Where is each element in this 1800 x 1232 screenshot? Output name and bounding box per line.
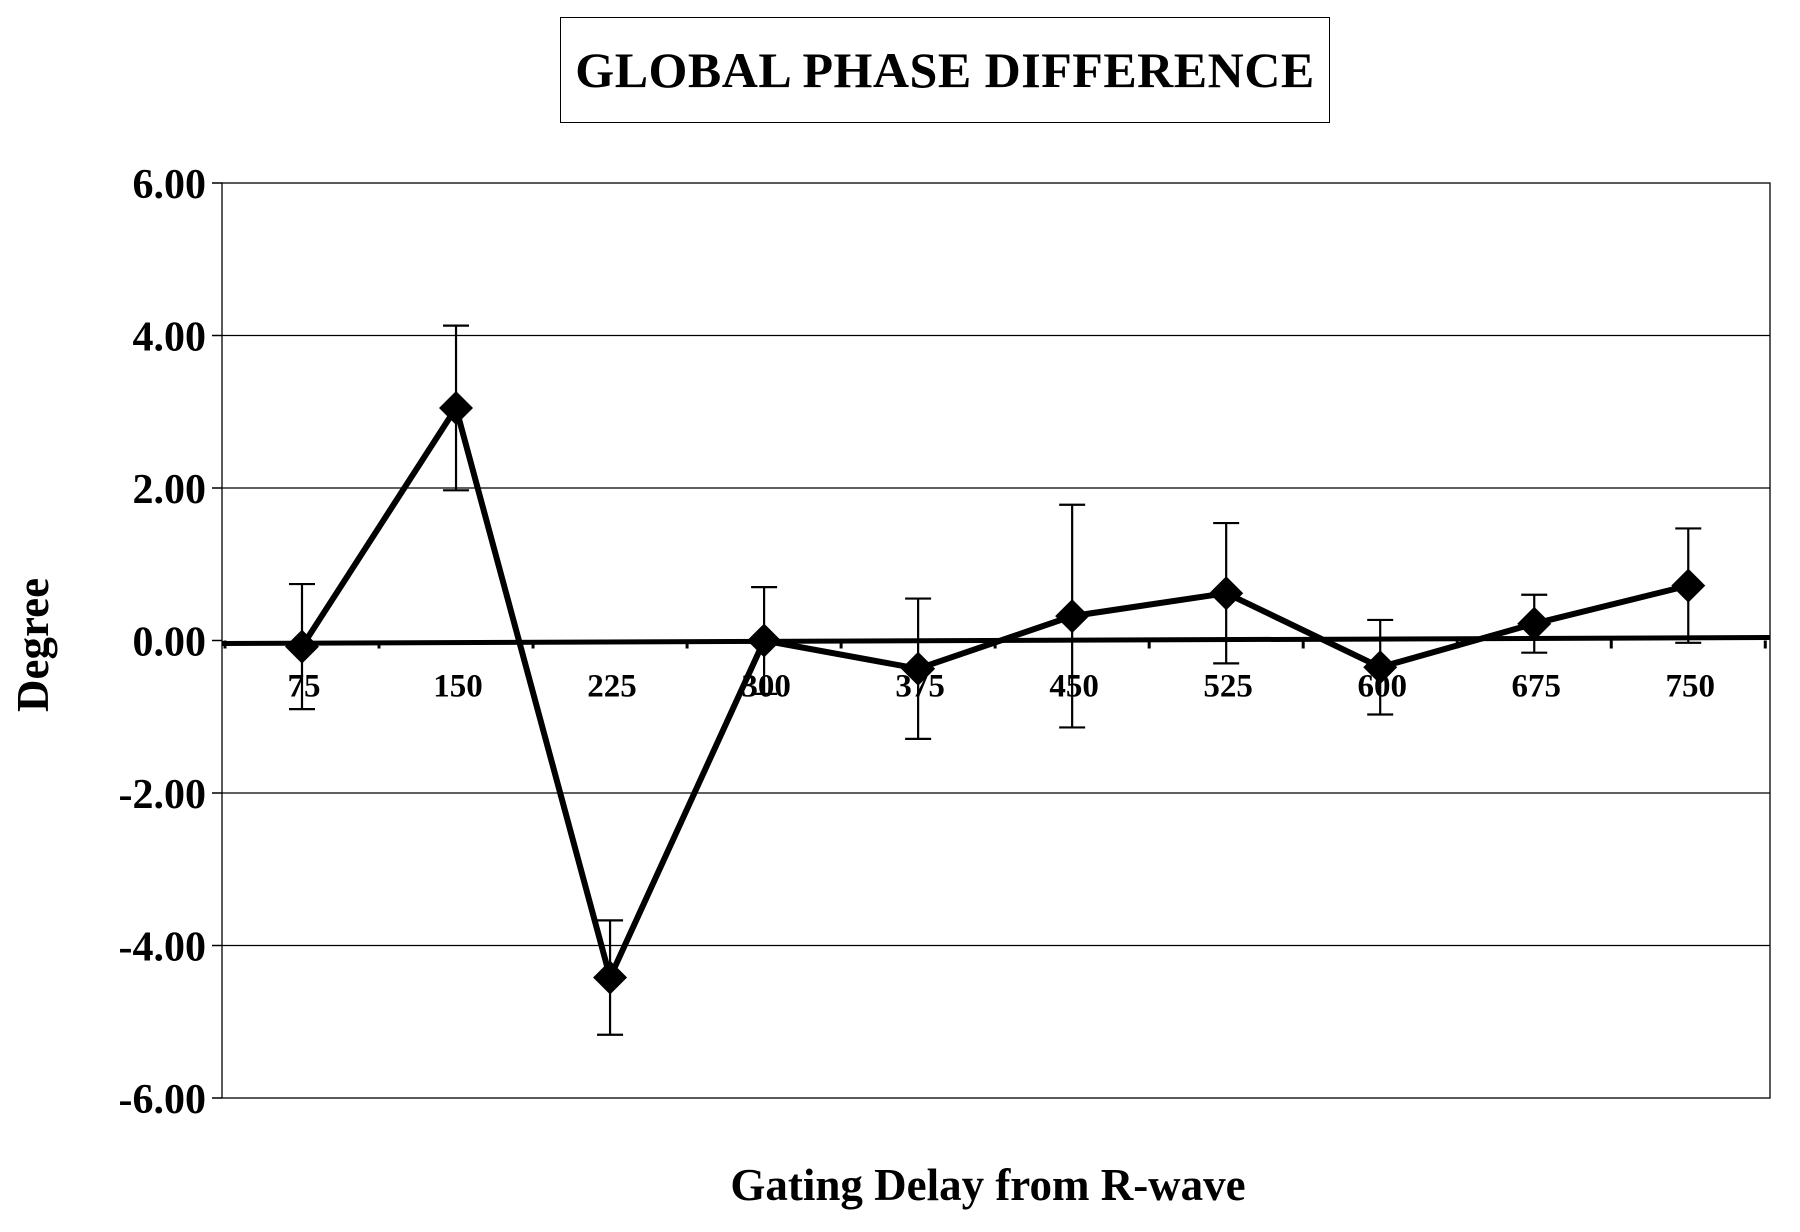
y-tick-label: -6.00: [119, 1077, 207, 1123]
data-point-marker: [1209, 576, 1244, 611]
x-tick-label: 225: [587, 669, 637, 705]
x-tick-label: 75: [288, 669, 321, 705]
x-tick-label: 525: [1203, 669, 1253, 705]
data-point-marker: [1671, 568, 1706, 603]
y-tick-label: -4.00: [119, 925, 207, 971]
data-point-marker: [593, 960, 628, 995]
x-axis-label: Gating Delay from R-wave: [730, 1160, 1245, 1210]
series-line: [299, 400, 1690, 987]
data-point-marker: [1055, 599, 1090, 634]
x-tick-label: 675: [1511, 669, 1561, 705]
data-point-marker: [901, 651, 936, 686]
chart-title-box: GLOBAL PHASE DIFFERENCE: [560, 17, 1330, 123]
error-bars: [289, 324, 1702, 1036]
x-tick-label: 750: [1666, 669, 1716, 705]
y-tick-label: -2.00: [119, 772, 207, 818]
data-markers: [285, 390, 1706, 995]
y-tick-label: 6.00: [133, 162, 207, 208]
x-tick-label: 450: [1049, 669, 1099, 705]
y-tick-label: 0.00: [133, 620, 207, 666]
data-point-marker: [1517, 606, 1552, 641]
y-axis-label: Degree: [8, 578, 58, 712]
chart-title: GLOBAL PHASE DIFFERENCE: [575, 42, 1315, 98]
data-point-marker: [1363, 650, 1398, 685]
data-point-marker: [439, 390, 474, 425]
y-tick-label: 2.00: [133, 467, 207, 513]
x-tick-label: 150: [433, 669, 483, 705]
y-axis-ticks: 6.00 4.00 2.00 0.00 -2.00 -4.00 -6.00: [119, 162, 222, 1123]
data-point-marker: [747, 623, 782, 658]
data-point-marker: [285, 629, 319, 664]
y-tick-label: 4.00: [133, 315, 207, 361]
